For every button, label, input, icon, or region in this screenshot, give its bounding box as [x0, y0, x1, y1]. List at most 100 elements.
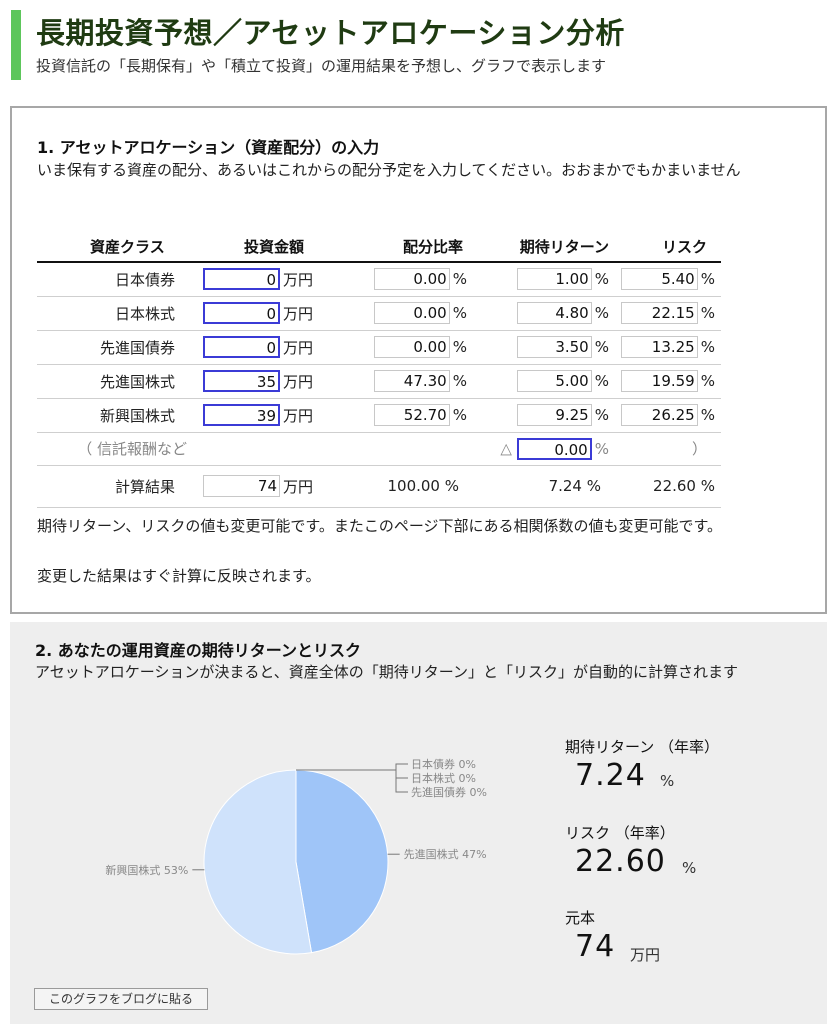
- fee-row: （ 信託報酬など △ 0.00% ）: [37, 432, 721, 466]
- fee-prefix: △: [500, 439, 512, 457]
- total-amount: 74: [203, 475, 280, 497]
- col-header-risk: リスク: [615, 230, 721, 263]
- return-input[interactable]: 4.80: [516, 302, 592, 324]
- return-input[interactable]: 3.50: [516, 336, 592, 358]
- section1-note-1: 期待リターン、リスクの値も変更可能です。またこのページ下部にある相関係数の値も変…: [37, 517, 723, 535]
- allocation-pie-chart: 日本債券 0% 日本株式 0% 先進国債券 0% 先進国株式 47% 新興国株式 53%: [70, 752, 530, 962]
- risk-input[interactable]: 5.40: [620, 268, 698, 291]
- risk-unit: %: [700, 338, 715, 356]
- principal-label: 元本: [565, 909, 596, 927]
- return-unit: %: [594, 406, 609, 424]
- risk-unit: %: [700, 406, 715, 424]
- risk-value: 22.60: [575, 844, 666, 879]
- amount-unit: 万円: [283, 338, 314, 357]
- result-section: 2. あなたの運用資産の期待リターンとリスク アセットアロケーションが決まると、…: [10, 622, 827, 1024]
- return-input[interactable]: 5.00: [516, 370, 592, 392]
- risk-label: リスク （年率）: [565, 824, 675, 842]
- risk-unit: %: [700, 304, 715, 322]
- amount-unit: 万円: [283, 304, 314, 323]
- total-amount-unit: 万円: [283, 477, 314, 496]
- section2-description: アセットアロケーションが決まると、資産全体の「期待リターン」と「リスク」が自動的…: [35, 663, 739, 681]
- amount-unit: 万円: [283, 372, 314, 391]
- col-header-return: 期待リターン: [473, 230, 615, 263]
- pie-leader-line: [395, 763, 408, 770]
- fee-label: （ 信託報酬など: [77, 440, 187, 458]
- amount-input[interactable]: 0: [203, 268, 280, 291]
- asset-class-name: 先進国債券: [37, 330, 187, 365]
- ratio-unit: %: [452, 304, 467, 322]
- section2-title: 2. あなたの運用資産の期待リターンとリスク: [35, 641, 361, 660]
- table-row: 日本株式 0 万円 0.00% 4.80% 22.15%: [37, 296, 721, 331]
- table-header-row: 資産クラス 投資金額 配分比率 期待リターン リスク: [37, 230, 721, 263]
- pie-slice: [295, 769, 389, 954]
- ratio-unit: %: [452, 270, 467, 289]
- return-input[interactable]: 9.25: [516, 404, 592, 426]
- asset-class-name: 日本株式: [37, 296, 187, 331]
- total-row: 計算結果 74 万円 100.00 % 7.24 % 22.60 %: [37, 465, 721, 508]
- pie-slice-label: 先進国株式 47%: [404, 847, 487, 861]
- ratio-unit: %: [452, 406, 467, 424]
- total-ratio: 100.00 %: [330, 465, 473, 508]
- table-row: 先進国株式 35 万円 47.30% 5.00% 19.59%: [37, 364, 721, 399]
- pie-slice-label: 先進国債券 0%: [411, 785, 487, 799]
- return-unit: %: [594, 338, 609, 356]
- principal-unit: 万円: [630, 946, 661, 964]
- table-row: 先進国債券 0 万円 0.00% 3.50% 13.25%: [37, 330, 721, 365]
- page-subtitle: 投資信託の「長期保有」や「積立て投資」の運用結果を予想し、グラフで表示します: [36, 57, 607, 75]
- risk-input[interactable]: 22.15: [620, 302, 698, 324]
- pie-leader-line: [395, 770, 408, 779]
- ratio-value: 0.00: [373, 302, 450, 324]
- section1-note-2: 変更した結果はすぐ計算に反映されます。: [37, 567, 321, 585]
- ratio-value: 47.30: [373, 370, 450, 392]
- risk-unit: %: [700, 372, 715, 390]
- return-input[interactable]: 1.00: [516, 268, 592, 291]
- section1-title: 1. アセットアロケーション（資産配分）の入力: [37, 138, 380, 157]
- pie-slice: [203, 769, 313, 955]
- amount-input[interactable]: 39: [203, 404, 280, 426]
- pie-slice-label: 新興国株式 53%: [105, 863, 188, 877]
- return-unit: %: [594, 372, 609, 390]
- risk-unit: %: [682, 859, 697, 877]
- return-unit: %: [594, 304, 609, 322]
- pie-chart-svg: 日本債券 0%日本株式 0%先進国債券 0% 先進国株式 47% 新興国株式 53%: [105, 757, 487, 955]
- fee-close: ）: [691, 440, 707, 458]
- header-accent-bar: [11, 10, 21, 80]
- amount-unit: 万円: [283, 406, 314, 425]
- fee-unit: %: [594, 439, 609, 458]
- risk-unit: %: [700, 270, 715, 289]
- page-header: 長期投資予想／アセットアロケーション分析 投資信託の「長期保有」や「積立て投資」…: [0, 0, 836, 90]
- total-return: 7.24 %: [473, 465, 615, 508]
- pie-slice-label: 日本株式 0%: [411, 771, 476, 785]
- fee-input[interactable]: 0.00: [516, 437, 592, 460]
- table-row: 日本債券 0 万円 0.00% 1.00% 5.40%: [37, 262, 721, 297]
- table-row: 新興国株式 39 万円 52.70% 9.25% 26.25%: [37, 398, 721, 433]
- ratio-value: 52.70: [373, 404, 450, 426]
- principal-value: 74: [575, 929, 616, 964]
- asset-class-name: 新興国株式: [37, 398, 187, 433]
- pie-slice-label: 日本債券 0%: [411, 757, 476, 771]
- allocation-input-section: 1. アセットアロケーション（資産配分）の入力 いま保有する資産の配分、あるいは…: [10, 106, 827, 614]
- col-header-asset-class: 資産クラス: [37, 230, 187, 263]
- embed-graph-button[interactable]: このグラフをブログに貼る: [34, 988, 208, 1010]
- expected-return-label: 期待リターン （年率）: [565, 738, 720, 756]
- pie-leader-line: [395, 770, 408, 793]
- expected-return-value: 7.24: [575, 758, 646, 793]
- amount-input[interactable]: 0: [203, 302, 280, 324]
- amount-input[interactable]: 35: [203, 370, 280, 392]
- amount-input[interactable]: 0: [203, 336, 280, 358]
- asset-class-name: 先進国株式: [37, 364, 187, 399]
- asset-class-name: 日本債券: [37, 262, 187, 297]
- risk-input[interactable]: 19.59: [620, 370, 698, 392]
- section1-description: いま保有する資産の配分、あるいはこれからの配分予定を入力してください。おおまかで…: [37, 161, 741, 179]
- page-title: 長期投資予想／アセットアロケーション分析: [36, 16, 625, 50]
- amount-unit: 万円: [283, 270, 314, 289]
- expected-return-unit: %: [660, 772, 675, 790]
- risk-input[interactable]: 26.25: [620, 404, 698, 426]
- ratio-value: 0.00: [373, 336, 450, 358]
- col-header-ratio: 配分比率: [330, 230, 473, 263]
- total-risk: 22.60 %: [615, 465, 721, 508]
- risk-input[interactable]: 13.25: [620, 336, 698, 358]
- allocation-table: 資産クラス 投資金額 配分比率 期待リターン リスク 日本債券 0 万円 0.00% 1…: [37, 230, 721, 508]
- total-label: 計算結果: [37, 465, 187, 508]
- return-unit: %: [594, 270, 609, 289]
